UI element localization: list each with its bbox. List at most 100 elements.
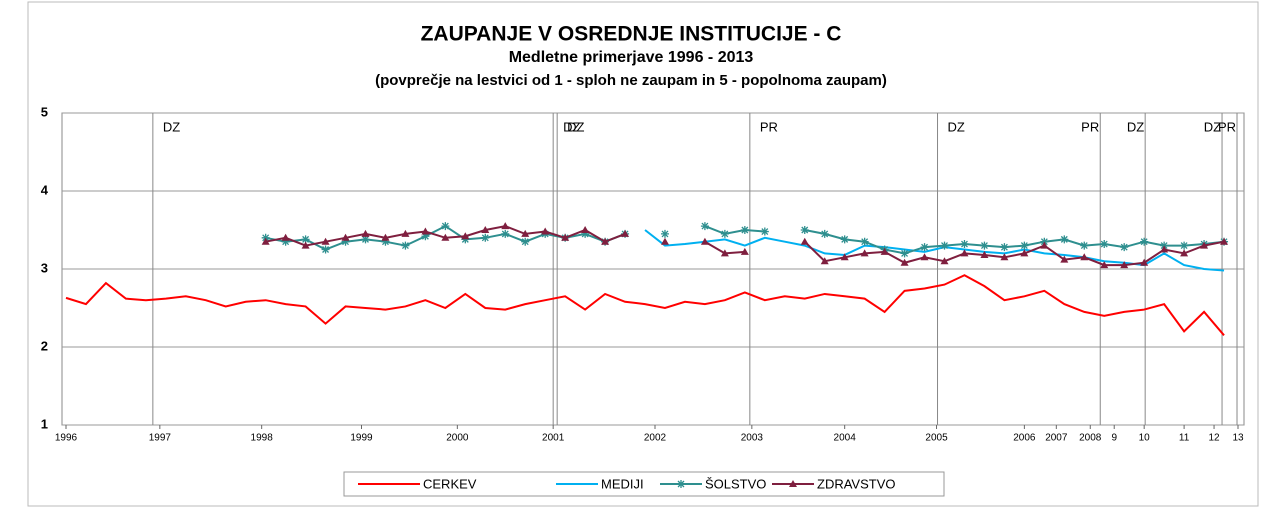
triangle-marker (660, 237, 669, 245)
x-tick-label: 2002 (644, 433, 667, 444)
triangle-marker (301, 241, 310, 249)
triangle-marker (321, 237, 330, 245)
triangle-marker (1140, 258, 1149, 266)
legend-label: MEDIJI (601, 476, 644, 491)
event-label: PR (760, 119, 778, 134)
triangle-marker (1120, 261, 1129, 269)
star-marker (321, 245, 330, 254)
triangle-marker (481, 226, 490, 233)
y-tick-label: 5 (41, 104, 48, 119)
star-marker (361, 235, 370, 244)
x-tick-label: 12 (1208, 433, 1220, 444)
x-tick-label: 2005 (925, 433, 948, 444)
event-label: PR (1081, 119, 1099, 134)
star-marker (800, 226, 809, 234)
chart-subtitle: (povprečje na lestvici od 1 - sploh ne z… (375, 72, 887, 89)
star-marker (760, 227, 769, 236)
triangle-marker (361, 229, 370, 237)
star-marker (720, 229, 729, 238)
triangle-marker (980, 250, 989, 258)
star-marker (660, 229, 669, 238)
triangle-marker (880, 247, 889, 255)
triangle-marker (561, 233, 570, 241)
star-marker (900, 249, 909, 258)
star-marker (341, 237, 350, 246)
chart-subtitle: Medletne primerjave 1996 - 2013 (509, 49, 754, 66)
star-marker (1180, 241, 1189, 250)
star-marker (920, 243, 929, 252)
star-marker (1060, 235, 1069, 244)
event-label: DZ (948, 119, 965, 134)
triangle-marker (820, 257, 829, 265)
x-tick-label: 1997 (149, 433, 172, 444)
event-label: PR (1218, 119, 1236, 134)
star-marker (1000, 243, 1009, 252)
triangle-marker (501, 222, 510, 230)
event-label: DZ (163, 119, 180, 134)
triangle-marker (601, 237, 610, 245)
triangle-marker (1220, 237, 1229, 245)
star-marker (301, 235, 310, 244)
x-tick-label: 13 (1232, 433, 1244, 444)
triangle-marker (421, 227, 430, 235)
x-tick-label: 2006 (1013, 433, 1036, 444)
star-marker (1100, 240, 1109, 249)
triangle-marker (1020, 249, 1029, 257)
triangle-marker (940, 257, 949, 265)
triangle-marker (1000, 253, 1009, 261)
star-marker (980, 241, 989, 250)
star-marker (1080, 241, 1089, 250)
x-tick-label: 11 (1179, 433, 1190, 444)
event-label: DZ (567, 119, 584, 134)
triangle-marker (789, 480, 797, 487)
triangle-marker (281, 233, 290, 241)
star-marker (281, 237, 290, 246)
triangle-marker (1200, 241, 1209, 249)
star-marker (1020, 241, 1029, 250)
y-tick-label: 2 (41, 338, 48, 353)
y-tick-label: 1 (41, 416, 48, 431)
event-label: DZ (1127, 119, 1144, 134)
triangle-marker (401, 229, 410, 237)
series-line (644, 229, 1225, 272)
triangle-marker (740, 247, 749, 255)
star-marker (401, 241, 410, 250)
x-tick-label: 2008 (1079, 433, 1102, 444)
star-marker (740, 226, 749, 234)
star-marker (700, 222, 709, 231)
star-marker (840, 235, 849, 244)
star-marker (581, 229, 590, 238)
star-marker (481, 233, 490, 242)
legend-box (343, 471, 945, 497)
x-tick-label: 2001 (542, 433, 565, 444)
triangle-marker (860, 249, 869, 257)
series-line (65, 274, 1225, 336)
triangle-marker (700, 237, 709, 245)
star-marker (501, 229, 510, 238)
triangle-marker (1040, 241, 1049, 249)
triangle-marker (621, 229, 630, 237)
star-marker (441, 222, 450, 231)
x-tick-label: 9 (1111, 433, 1117, 444)
x-tick-label: 2000 (446, 433, 469, 444)
triangle-marker (341, 233, 350, 241)
triangle-marker (441, 233, 450, 241)
legend-label: CERKEV (423, 476, 477, 491)
triangle-marker (581, 226, 590, 233)
triangle-marker (261, 237, 270, 245)
triangle-marker (720, 249, 729, 257)
x-tick-label: 2003 (741, 433, 764, 444)
x-tick-label: 2007 (1045, 433, 1068, 444)
star-marker (820, 229, 829, 238)
triangle-marker (461, 232, 470, 240)
x-tick-label: 1999 (350, 433, 373, 444)
triangle-marker (1060, 255, 1069, 263)
star-marker (677, 480, 685, 488)
chart-title: ZAUPANJE V OSREDNJE INSTITUCIJE - C (421, 23, 842, 46)
triangle-marker (541, 227, 550, 235)
triangle-marker (1180, 249, 1189, 257)
star-marker (960, 240, 969, 249)
event-label: DZ (1204, 119, 1221, 134)
star-marker (1120, 243, 1129, 252)
